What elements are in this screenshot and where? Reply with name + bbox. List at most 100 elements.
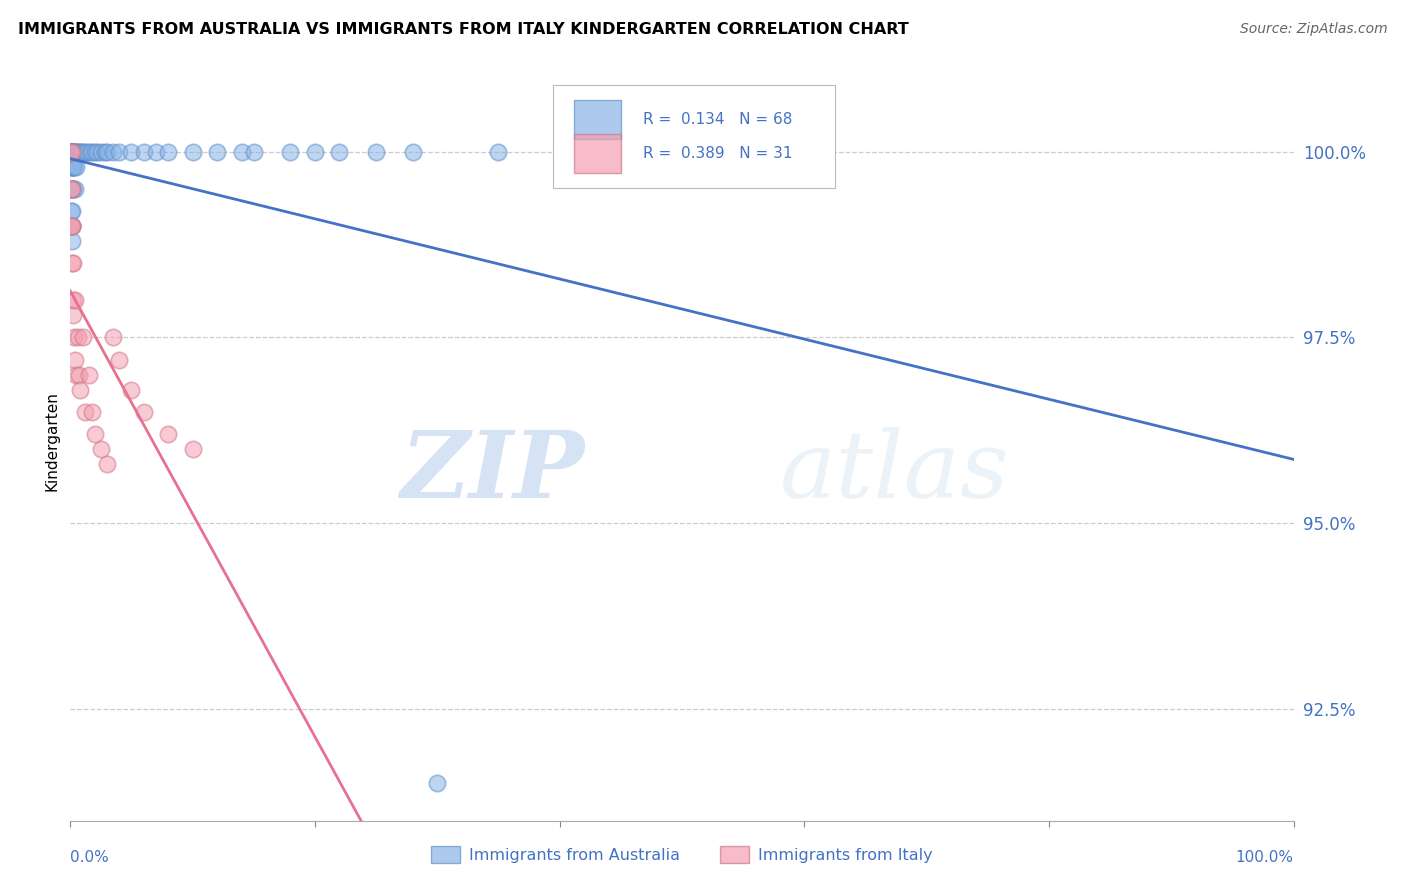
Point — [157, 145, 180, 159]
Point — [121, 383, 143, 397]
Point — [72, 145, 94, 159]
Point — [65, 145, 87, 159]
Point — [83, 427, 105, 442]
Point — [63, 145, 86, 159]
Point — [59, 145, 82, 159]
Point — [101, 330, 124, 344]
Point — [60, 219, 83, 233]
Point — [59, 145, 82, 159]
Point — [72, 330, 94, 344]
Point — [60, 219, 83, 233]
Point — [205, 145, 228, 159]
Point — [63, 330, 86, 344]
Point — [73, 145, 96, 159]
Point — [62, 293, 84, 308]
Point — [60, 160, 83, 174]
Point — [402, 145, 425, 159]
Point — [132, 145, 155, 159]
Point — [488, 145, 510, 159]
Point — [231, 145, 253, 159]
Point — [59, 145, 82, 159]
FancyBboxPatch shape — [574, 134, 621, 173]
Point — [60, 256, 83, 270]
Point — [59, 145, 82, 159]
Point — [157, 427, 180, 442]
Point — [62, 308, 84, 322]
Point — [60, 145, 83, 159]
Point — [67, 368, 90, 382]
Text: ZIP: ZIP — [399, 427, 583, 516]
Point — [121, 145, 143, 159]
Point — [60, 204, 83, 219]
Point — [62, 160, 84, 174]
Point — [63, 145, 86, 159]
Point — [65, 160, 87, 174]
Point — [76, 145, 98, 159]
Point — [181, 442, 204, 456]
Point — [60, 145, 83, 159]
Point — [82, 145, 104, 159]
Point — [63, 293, 86, 308]
Text: Source: ZipAtlas.com: Source: ZipAtlas.com — [1240, 22, 1388, 37]
Point — [77, 368, 100, 382]
Y-axis label: Kindergarten: Kindergarten — [44, 392, 59, 491]
Point — [366, 145, 388, 159]
Point — [79, 145, 101, 159]
Point — [59, 145, 82, 159]
Point — [59, 182, 82, 196]
Point — [70, 145, 93, 159]
Point — [59, 145, 82, 159]
FancyBboxPatch shape — [554, 85, 835, 187]
Point — [59, 204, 82, 219]
Point — [60, 219, 83, 233]
Text: IMMIGRANTS FROM AUSTRALIA VS IMMIGRANTS FROM ITALY KINDERGARTEN CORRELATION CHAR: IMMIGRANTS FROM AUSTRALIA VS IMMIGRANTS … — [18, 22, 910, 37]
Text: R =  0.134   N = 68: R = 0.134 N = 68 — [643, 112, 792, 127]
Point — [108, 145, 131, 159]
Point — [60, 182, 83, 196]
Point — [243, 145, 266, 159]
Text: 0.0%: 0.0% — [70, 850, 110, 865]
Point — [96, 457, 118, 471]
Point — [60, 160, 83, 174]
Point — [304, 145, 326, 159]
Point — [59, 182, 82, 196]
Point — [62, 256, 84, 270]
Point — [132, 405, 155, 419]
Point — [63, 160, 86, 174]
Point — [62, 145, 84, 159]
Text: 100.0%: 100.0% — [1236, 850, 1294, 865]
Point — [63, 352, 86, 367]
Point — [90, 145, 112, 159]
Point — [60, 219, 83, 233]
Point — [82, 405, 104, 419]
Point — [63, 145, 86, 159]
Point — [93, 145, 115, 159]
Point — [145, 145, 167, 159]
Point — [59, 145, 82, 159]
Point — [60, 145, 83, 159]
Point — [60, 145, 83, 159]
Point — [101, 145, 124, 159]
FancyBboxPatch shape — [574, 100, 621, 139]
Point — [59, 145, 82, 159]
Point — [90, 442, 112, 456]
Point — [62, 160, 84, 174]
Point — [66, 145, 89, 159]
Point — [69, 145, 91, 159]
Text: atlas: atlas — [780, 427, 1010, 516]
Point — [67, 145, 90, 159]
Point — [63, 182, 86, 196]
Point — [60, 145, 83, 159]
Point — [62, 182, 84, 196]
Point — [60, 234, 83, 248]
Point — [59, 219, 82, 233]
Point — [86, 145, 108, 159]
Point — [181, 145, 204, 159]
Point — [280, 145, 302, 159]
Point — [96, 145, 118, 159]
Text: R =  0.389   N = 31: R = 0.389 N = 31 — [643, 146, 792, 161]
Point — [83, 145, 105, 159]
Point — [59, 219, 82, 233]
Point — [65, 368, 87, 382]
Point — [66, 330, 89, 344]
